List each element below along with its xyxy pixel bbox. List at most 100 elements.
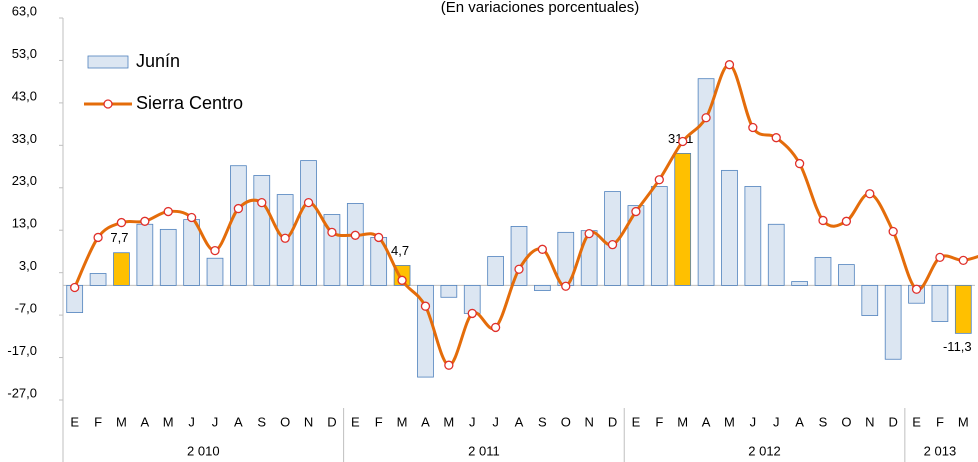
x-tick-label: F xyxy=(375,414,383,429)
line-marker xyxy=(186,212,197,223)
line-marker xyxy=(420,301,431,311)
bar xyxy=(884,284,902,360)
x-tick-label: E xyxy=(912,414,921,429)
line-marker xyxy=(724,60,735,70)
bar xyxy=(674,152,692,286)
line-marker xyxy=(701,113,711,123)
x-tick-label: E xyxy=(70,414,79,429)
x-tick-label: A xyxy=(702,414,711,429)
line-marker xyxy=(116,217,127,228)
x-tick-label: S xyxy=(257,414,266,429)
x-tick-label: J xyxy=(492,414,499,429)
bar xyxy=(346,203,364,286)
x-tick-label: M xyxy=(397,414,408,429)
x-tick-label: O xyxy=(561,414,571,429)
line-marker xyxy=(584,228,594,239)
x-tick-label: A xyxy=(234,414,243,429)
line-marker xyxy=(93,232,103,243)
line-marker xyxy=(888,226,898,237)
line-marker xyxy=(818,215,828,226)
bar xyxy=(159,228,177,286)
x-tick-label: N xyxy=(584,414,593,429)
x-tick-label: M xyxy=(116,414,127,429)
line-marker xyxy=(490,322,501,333)
x-tick-label: O xyxy=(841,414,851,429)
line-marker xyxy=(397,275,407,285)
bar xyxy=(697,78,715,286)
legend-swatch xyxy=(87,55,129,69)
line-marker xyxy=(607,240,618,250)
y-tick-label: -27,0 xyxy=(7,385,37,400)
bar xyxy=(510,226,528,286)
x-tick-label: F xyxy=(655,414,663,429)
line-marker xyxy=(280,233,290,243)
x-tick-label: M xyxy=(724,414,735,429)
bar xyxy=(534,284,551,291)
line xyxy=(73,63,978,367)
bar xyxy=(814,256,832,286)
bar xyxy=(300,160,317,286)
line-marker xyxy=(771,133,781,143)
line-marker xyxy=(935,252,945,263)
group-label: 2 012 xyxy=(748,443,781,458)
line-marker xyxy=(958,255,968,266)
group-label: 2 011 xyxy=(468,443,500,458)
legend-label: Junín xyxy=(136,51,180,71)
line-marker xyxy=(467,308,477,319)
x-tick-label: O xyxy=(280,414,290,429)
y-tick-label: -17,0 xyxy=(7,343,37,358)
line-marker xyxy=(374,232,384,243)
group-label: 2 013 xyxy=(924,443,957,458)
x-tick-label: M xyxy=(677,414,688,429)
y-tick-label: -7,0 xyxy=(15,301,37,316)
bar xyxy=(721,169,738,286)
value-label: 4,7 xyxy=(391,243,409,258)
bar xyxy=(954,284,972,334)
line-marker xyxy=(140,216,150,226)
y-tick-label: 13,0 xyxy=(12,216,37,231)
group-label: 2 010 xyxy=(187,443,220,458)
bar xyxy=(744,186,762,286)
x-tick-label: D xyxy=(608,414,617,429)
bar xyxy=(89,273,107,286)
x-tick-label: M xyxy=(163,414,174,429)
line-marker xyxy=(70,282,80,293)
line-marker xyxy=(911,284,922,294)
line-marker xyxy=(654,175,664,185)
x-tick-label: D xyxy=(327,414,336,429)
line-marker xyxy=(210,245,220,256)
chart-title: (En variaciones porcentuales) xyxy=(441,0,639,16)
bar xyxy=(206,257,224,286)
bar xyxy=(861,284,879,316)
line-marker xyxy=(748,122,758,133)
line-marker xyxy=(794,158,805,169)
legend-label: Sierra Centro xyxy=(136,93,243,113)
value-label: 7,7 xyxy=(110,230,128,245)
bar xyxy=(253,175,271,286)
bar xyxy=(650,186,668,286)
line-marker xyxy=(303,197,314,208)
x-tick-label: J xyxy=(750,414,757,429)
y-tick-label: 33,0 xyxy=(12,131,37,146)
bar xyxy=(580,230,598,286)
x-tick-label: N xyxy=(304,414,313,429)
line-marker xyxy=(865,189,875,199)
x-tick-label: A xyxy=(421,414,430,429)
legend-marker xyxy=(103,99,113,109)
y-tick-label: 63,0 xyxy=(12,3,37,18)
bar xyxy=(136,223,154,286)
bar xyxy=(791,281,808,286)
x-tick-label: J xyxy=(469,414,476,429)
x-tick-label: J xyxy=(188,414,195,429)
x-tick-label: A xyxy=(795,414,804,429)
line-marker xyxy=(561,281,571,291)
line-marker xyxy=(444,360,454,370)
line-marker xyxy=(327,227,337,237)
y-tick-label: 23,0 xyxy=(12,173,37,188)
x-tick-label: M xyxy=(443,414,454,429)
x-tick-label: J xyxy=(212,414,219,429)
x-tick-label: F xyxy=(94,414,102,429)
line-marker xyxy=(350,230,360,240)
x-tick-label: M xyxy=(958,414,969,429)
line-marker xyxy=(514,264,524,274)
